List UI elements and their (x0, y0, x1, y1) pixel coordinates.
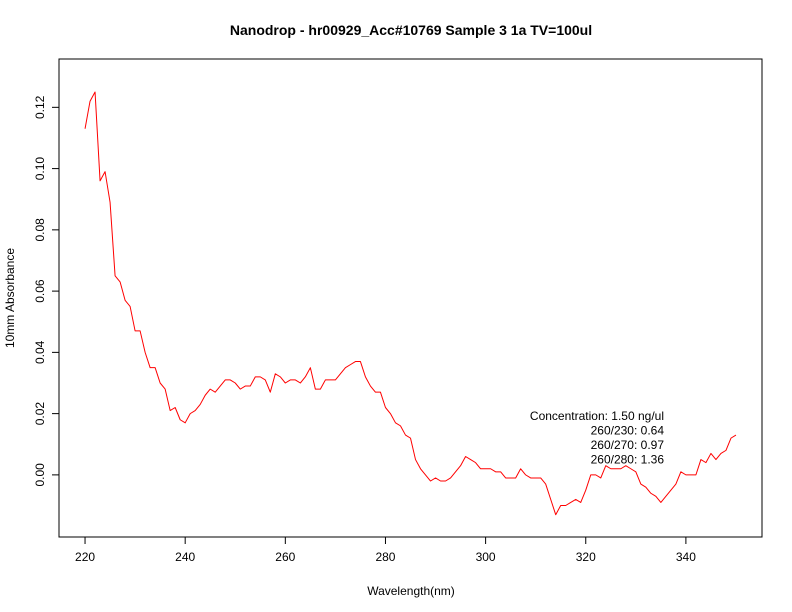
y-tick-label: 0.06 (33, 279, 47, 303)
series-layer (84, 91, 737, 516)
x-axis: 220 240 260 280 300 320 340 (75, 536, 696, 564)
x-tick-label: 220 (75, 550, 95, 564)
x-tick-label: 280 (375, 550, 395, 564)
chart-title: Nanodrop - hr00929_Acc#10769 Sample 3 1a… (230, 22, 592, 38)
x-tick-label: 260 (275, 550, 295, 564)
x-axis-label: Wavelength(nm) (367, 584, 455, 598)
y-tick-label: 0.02 (33, 402, 47, 426)
y-tick-label: 0.10 (33, 157, 47, 181)
x-tick-label: 300 (476, 550, 496, 564)
y-axis: 0.00 0.02 0.04 0.06 0.08 0.10 0.12 (33, 95, 60, 487)
x-tick-label: 240 (175, 550, 195, 564)
y-tick-label: 0.04 (33, 340, 47, 364)
y-axis-label: 10mm Absorbance (3, 248, 17, 348)
x-tick-label: 320 (576, 550, 596, 564)
y-tick-label: 0.08 (33, 218, 47, 242)
series-line-0 (84, 91, 737, 516)
y-tick-label: 0.00 (33, 463, 47, 487)
annotation-line: 260/270: 0.97 (591, 438, 665, 452)
annotation-line: 260/230: 0.64 (591, 424, 665, 438)
y-tick-label: 0.12 (33, 95, 47, 119)
annotation-line: Concentration: 1.50 ng/ul (530, 409, 664, 423)
annotation-line: 260/280: 1.36 (591, 453, 665, 467)
x-tick-label: 340 (676, 550, 696, 564)
